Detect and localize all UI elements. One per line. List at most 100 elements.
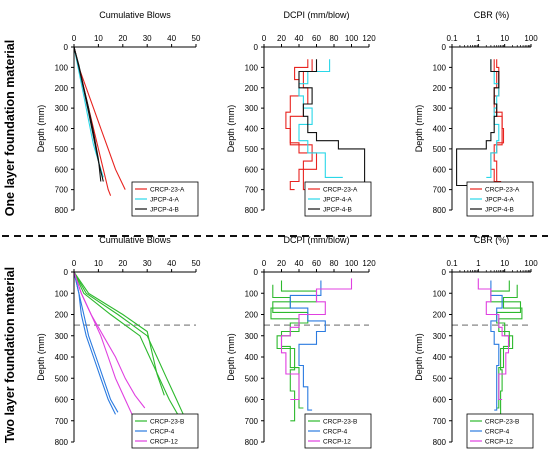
x-tick-label: 20 [277, 259, 286, 268]
y-tick-label: 300 [433, 332, 447, 341]
series-line-crcp-4 [490, 280, 503, 411]
x-tick-label: 0 [72, 259, 77, 268]
y-tick-label: 700 [245, 417, 259, 426]
y-tick-label: 100 [245, 63, 259, 72]
x-tick-label: 80 [330, 34, 339, 43]
y-tick-label: 500 [55, 145, 69, 154]
y-tick-label: 400 [245, 125, 259, 134]
legend-label: CRCP-12 [150, 439, 178, 446]
legend: CRCP-23-A JPCP-4-A JPCP-4-B [466, 181, 534, 217]
legend-label: JPCP-4-A [150, 197, 180, 204]
y-tick-label: 200 [433, 84, 447, 93]
y-tick-label: 600 [245, 165, 259, 174]
panel-title: CBR (%) [474, 235, 510, 245]
y-tick-label: 600 [55, 396, 69, 405]
x-tick-label: 100 [345, 34, 359, 43]
panel-3: CBR (%) 0.1 1 10 100 0 100 200 300 400 500 600 700 80… [414, 10, 538, 217]
y-tick-label: 600 [433, 165, 447, 174]
y-tick-label: 300 [55, 104, 69, 113]
series-line-crcp-4 [73, 271, 116, 415]
x-tick-label: 10 [94, 34, 103, 43]
series-line-crcp-12 [477, 278, 510, 401]
legend-label: CRCP-23-A [150, 187, 185, 194]
x-tick-label: 20 [118, 259, 127, 268]
x-tick-label: 20 [277, 34, 286, 43]
y-tick-label: 0 [64, 43, 69, 52]
series-line-crcp-23-b [496, 284, 523, 409]
y-tick-label: 300 [245, 104, 259, 113]
x-tick-label: 10 [500, 259, 509, 268]
y-tick-label: 400 [433, 125, 447, 134]
legend-label: JPCP-4-B [485, 207, 514, 214]
y-tick-label: 200 [55, 84, 69, 93]
panel-2: DCPI (mm/blow)0 20 40 60 80 100 12001002003004… [226, 10, 376, 217]
y-tick-label: 700 [433, 417, 447, 426]
legend: CRCP-23-B CRCP-4 CRCP-12 [304, 413, 372, 449]
series-line-crcp-4 [289, 280, 326, 411]
series-line-crcp-4 [73, 271, 119, 413]
y-tick-label: 0 [64, 268, 69, 277]
legend-label: JPCP-4-A [323, 197, 353, 204]
y-axis-label: Depth (mm) [414, 333, 424, 381]
y-axis-label: Depth (mm) [226, 105, 236, 153]
series-line-jpcp-4-b [298, 59, 366, 187]
x-tick-label: 60 [312, 34, 321, 43]
legend-label: CRCP-23-B [150, 419, 184, 426]
y-tick-label: 100 [55, 63, 69, 72]
y-tick-label: 500 [245, 374, 259, 383]
y-tick-label: 800 [245, 206, 259, 215]
x-tick-label: 1 [476, 259, 481, 268]
legend: CRCP-23-B CRCP-4 CRCP-12 [466, 413, 534, 449]
series-line-jpcp-4-b [73, 46, 102, 182]
y-tick-label: 500 [433, 374, 447, 383]
legend-label: CRCP-23-A [485, 187, 520, 194]
y-tick-label: 500 [245, 145, 259, 154]
y-tick-label: 300 [433, 104, 447, 113]
x-tick-label: 100 [345, 259, 359, 268]
legend: CRCP-23-B CRCP-4 CRCP-12 [131, 413, 199, 449]
series-line-crcp-23-b [73, 271, 182, 422]
x-tick-label: 10 [94, 259, 103, 268]
x-tick-label: 40 [295, 259, 304, 268]
panel-title: Cumulative Blows [99, 235, 171, 245]
x-tick-label: 40 [167, 259, 176, 268]
x-tick-label: 50 [192, 259, 201, 268]
panel-title: CBR (%) [474, 10, 510, 20]
series-line-crcp-23-a [289, 59, 317, 191]
legend-label: JPCP-4-B [150, 207, 179, 214]
panel-title: DCPI (mm/blow) [283, 10, 349, 20]
legend-label: CRCP-23-B [485, 419, 519, 426]
y-axis-label: Depth (mm) [36, 333, 46, 381]
x-tick-label: 30 [143, 259, 152, 268]
x-tick-label: 0 [72, 34, 77, 43]
x-tick-label: 20 [118, 34, 127, 43]
x-tick-label: 100 [524, 259, 538, 268]
x-tick-label: 120 [362, 34, 376, 43]
x-tick-label: 0 [262, 259, 267, 268]
y-tick-label: 800 [55, 438, 69, 447]
y-tick-label: 800 [433, 206, 447, 215]
x-tick-label: 50 [192, 34, 201, 43]
panel-5: DCPI (mm/blow)0 20 40 60 80 100 12001002003004… [226, 235, 376, 449]
legend: CRCP-23-A JPCP-4-A JPCP-4-B [304, 181, 372, 217]
y-axis-label: Depth (mm) [36, 105, 46, 153]
row-label-2: Two layer foundation material [3, 267, 17, 443]
x-tick-label: 10 [500, 34, 509, 43]
series-line-jpcp-4-b [456, 59, 500, 187]
x-tick-label: 60 [312, 259, 321, 268]
y-tick-label: 700 [245, 186, 259, 195]
series-line-jpcp-4-a [486, 59, 500, 178]
y-tick-label: 700 [55, 186, 69, 195]
series-line-crcp-12 [280, 278, 353, 401]
x-tick-label: 0.1 [446, 259, 458, 268]
panel-6: CBR (%) 0.1 1 10 100 0 100 200 300 400 500 600 700 80… [414, 235, 538, 449]
y-tick-label: 0 [254, 268, 259, 277]
panel-title: Cumulative Blows [99, 10, 171, 20]
y-tick-label: 300 [55, 332, 69, 341]
series-line-crcp-12 [73, 271, 146, 409]
y-tick-label: 0 [442, 268, 447, 277]
y-tick-label: 600 [55, 165, 69, 174]
y-tick-label: 600 [433, 396, 447, 405]
